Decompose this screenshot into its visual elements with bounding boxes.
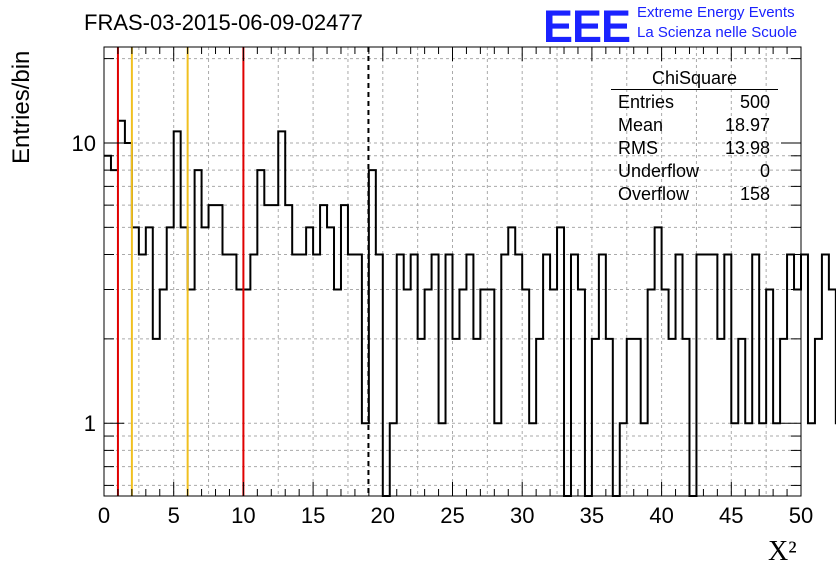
x-tick-label: 5 [168,503,180,528]
x-tick-label: 30 [510,503,534,528]
histogram-bars [104,119,836,497]
chart-title: FRAS-03-2015-06-09-02477 [84,10,363,35]
stats-row-overflow: Overflow 158 [618,184,770,204]
x-tick-label: 0 [98,503,110,528]
y-axis-label: Entries/bin [8,50,35,164]
stats-row-underflow: Underflow 0 [618,161,770,181]
stats-row-rms: RMS 13.98 [618,138,770,158]
histogram-outline [104,119,836,497]
x-tick-label: 10 [231,503,255,528]
x-tick-label: 20 [371,503,395,528]
stats-row-entries: Entries 500 [618,92,770,112]
x-tick-label: 25 [440,503,464,528]
x-tick-label: 40 [649,503,673,528]
logo-caption-line1: Extreme Energy Events [637,4,795,21]
axis-ticks: 0 5 10 15 20 25 30 35 40 45 50 1 10 [72,47,813,528]
stats-row-mean: Mean 18.97 [618,115,770,135]
x-tick-label: 45 [719,503,743,528]
eee-logo: EEE [543,1,631,52]
stats-title: ChiSquare [611,68,778,90]
x-tick-label: 35 [580,503,604,528]
marker-lines [116,47,370,496]
x-axis-label: X² [768,536,797,567]
stats-box: ChiSquare Entries 500 Mean 18.97 RMS 13.98 … [611,68,778,206]
x-tick-label: 50 [789,503,813,528]
y-tick-label: 10 [72,131,96,156]
logo-caption-line2: La Scienza nelle Scuole [637,24,798,41]
x-tick-label: 15 [301,503,325,528]
y-tick-label: 1 [84,411,96,436]
